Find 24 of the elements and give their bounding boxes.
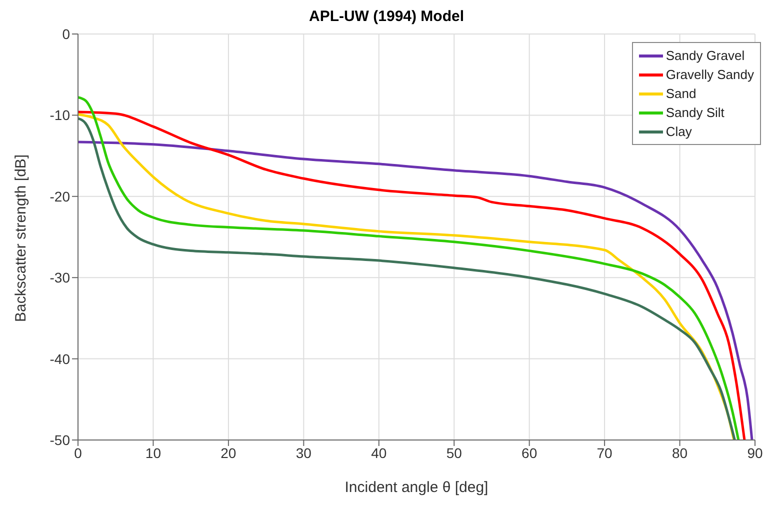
chart-title: APL-UW (1994) Model: [308, 8, 465, 26]
legend-label: Sandy Gravel: [666, 47, 745, 65]
x-tick-label: 50: [446, 444, 462, 461]
y-tick-label: -40: [50, 350, 70, 367]
legend-label: Gravelly Sandy: [666, 66, 754, 84]
y-axis-title: Backscatter strength [dB]: [12, 154, 30, 322]
y-tick-label: 0: [62, 26, 70, 42]
x-tick-label: 30: [296, 444, 312, 461]
x-tick-label: 20: [220, 444, 236, 461]
y-tick-label: -10: [50, 107, 70, 124]
y-tick-label: -30: [50, 270, 70, 286]
legend-label: Sand: [666, 85, 696, 103]
x-tick-label: 40: [371, 444, 387, 461]
x-tick-label: 10: [145, 444, 162, 461]
legend-label: Sandy Silt: [666, 104, 724, 122]
x-tick-label: 80: [672, 444, 688, 461]
x-tick-label: 90: [747, 444, 763, 461]
x-tick-label: 0: [74, 444, 82, 461]
legend-label: Clay: [666, 123, 692, 141]
x-tick-label: 70: [596, 444, 613, 461]
x-axis-title: Incident angle θ [deg]: [344, 479, 488, 496]
y-tick-label: -50: [50, 432, 70, 448]
x-tick-label: 60: [522, 444, 538, 461]
y-tick-label: -20: [50, 188, 70, 204]
